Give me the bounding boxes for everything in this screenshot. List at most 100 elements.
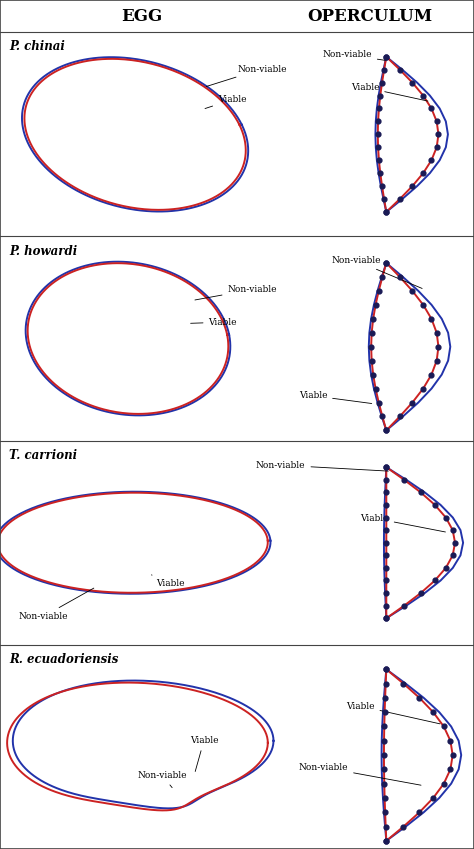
Point [378,76,386,89]
Point [383,834,390,847]
Point [409,396,416,409]
Point [376,89,384,103]
Text: P. chinai: P. chinai [9,41,65,53]
Point [380,734,388,748]
Point [383,599,390,612]
Point [381,791,388,805]
Point [440,720,447,734]
Point [429,791,437,805]
Point [381,777,388,790]
Point [417,587,424,600]
Point [380,63,388,76]
Text: Viable: Viable [152,575,185,588]
Point [431,574,439,588]
Point [419,298,427,312]
Point [429,706,437,719]
Point [419,382,427,396]
Point [433,326,440,340]
Point [383,548,390,562]
Text: Viable: Viable [346,701,440,724]
Text: Viable: Viable [351,83,428,101]
Point [433,115,440,128]
Text: P. howardi: P. howardi [9,245,78,257]
Point [381,806,389,819]
Text: Non-viable: Non-viable [206,65,286,87]
Text: Viable: Viable [360,514,446,532]
Point [435,127,442,141]
Point [376,166,384,180]
Point [382,677,390,690]
Point [383,574,390,588]
Point [375,396,383,409]
Point [440,777,447,790]
Point [374,115,382,128]
Point [447,762,454,776]
Point [379,410,386,424]
Point [447,734,454,748]
Point [416,691,423,705]
Text: OPERCULUM: OPERCULUM [307,8,432,25]
Point [383,523,390,537]
Point [449,748,456,762]
Point [368,326,375,340]
Point [383,50,390,64]
Point [428,312,435,326]
Point [375,284,383,298]
Point [396,410,403,424]
Point [374,127,382,141]
Point [368,354,375,368]
Point [383,473,390,486]
Text: Non-viable: Non-viable [19,588,94,621]
Point [383,561,390,575]
Point [401,473,408,486]
Text: Non-viable: Non-viable [299,762,421,785]
Point [383,611,390,625]
Point [383,662,390,676]
Point [433,354,440,368]
Point [383,611,390,625]
Point [383,486,390,499]
Point [380,762,388,776]
Point [400,677,407,690]
Point [380,192,388,205]
Point [381,706,388,719]
Point [383,50,390,64]
Point [383,256,390,270]
Text: R. ecuadoriensis: R. ecuadoriensis [9,653,119,666]
Point [409,76,416,89]
Point [416,806,423,819]
Point [396,270,403,284]
Point [382,820,390,834]
Point [378,179,386,193]
Point [396,63,403,76]
Point [383,205,390,219]
Text: Viable: Viable [299,391,372,403]
Point [400,820,407,834]
Text: Viable: Viable [190,736,218,772]
Point [383,536,390,549]
Point [383,662,390,676]
Text: EGG: EGG [121,8,163,25]
Point [428,154,435,167]
Point [409,179,416,193]
Point [451,536,459,549]
Point [431,498,439,512]
Point [449,523,456,537]
Point [433,140,440,154]
Text: T. carrioni: T. carrioni [9,449,78,462]
Text: Non-viable: Non-viable [256,461,388,471]
Point [428,368,435,381]
Point [383,424,390,437]
Point [380,748,388,762]
Point [419,166,427,180]
Point [381,720,388,734]
Point [375,154,383,167]
Point [435,340,442,353]
Point [449,548,456,562]
Point [383,460,390,474]
Point [372,382,379,396]
Point [379,270,386,284]
Point [383,424,390,437]
Point [369,368,377,381]
Point [442,561,450,575]
